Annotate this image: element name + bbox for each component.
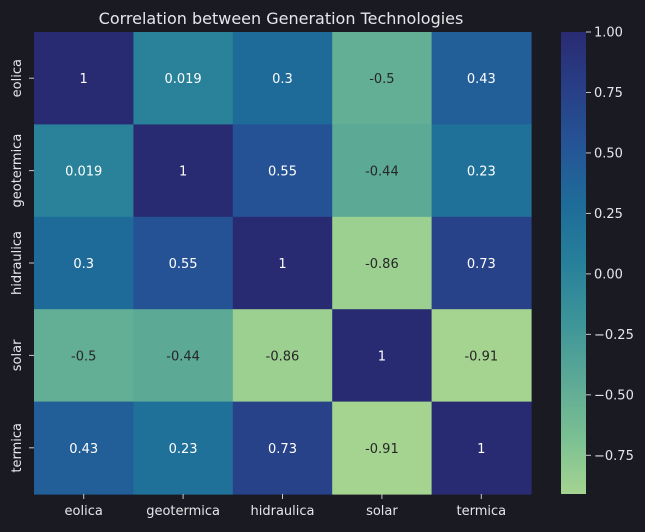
cell-value-label: 1 [378,349,386,364]
y-tick-label-geotermica: geotermica [10,134,25,208]
heatmap-cell-solar-termica [431,309,532,403]
heatmap-cell-eolica-eolica [34,32,134,125]
cell-value-label: 1 [80,72,88,87]
cell-value-label: -0.86 [365,257,399,272]
heatmap-cell-geotermica-geotermica [133,124,234,218]
x-tick-label-geotermica: geotermica [146,504,220,519]
x-tick-label-termica: termica [456,504,506,519]
x-tick-label-solar: solar [366,504,398,519]
colorbar-tick-label: 0.25 [594,207,623,222]
heatmap-cell-eolica-geotermica [133,32,234,125]
heatmap-cell-hidraulica-solar [332,216,433,310]
cell-value-label: 0.55 [169,257,198,272]
cell-value-label: -0.44 [365,165,399,180]
cell-value-label: 0.3 [73,257,94,272]
y-tick-label-termica: termica [10,423,25,473]
colorbar-tick-label: −0.75 [594,449,634,464]
heatmap-cell-geotermica-termica [431,124,532,218]
heatmap-cell-geotermica-solar [332,124,433,218]
cell-value-label: 0.73 [467,257,496,272]
cell-value-label: 0.73 [268,442,297,457]
y-axis: eolica geotermica hidraulica solar termica [10,59,34,473]
cell-value-label: 0.43 [467,72,496,87]
heatmap-cell-eolica-solar [332,32,433,125]
heatmap-cell-hidraulica-termica [431,216,532,310]
colorbar-gradient [561,32,586,494]
heatmap-cell-termica-eolica [34,401,134,495]
cell-value-label: 0.019 [65,165,102,180]
colorbar-tick-label: 0.50 [594,146,623,161]
heatmap-cell-hidraulica-eolica [34,216,134,310]
cell-value-label: 0.3 [272,72,293,87]
cell-value-label: 1 [278,257,286,272]
cell-value-label: 0.55 [268,165,297,180]
heatmap-cell-termica-geotermica [133,401,234,495]
cell-annotations: 1 0.019 0.3 -0.5 0.43 0.019 1 0.55 -0.44 0.23 0.3 0… [65,72,498,457]
cell-value-label: 0.019 [164,72,201,87]
chart-title: Correlation between Generation Technolog… [99,9,464,28]
cell-value-label: 1 [179,165,187,180]
cell-value-label: -0.5 [71,349,96,364]
x-axis: eolica geotermica hidraulica solar termica [65,494,506,519]
heatmap-cell-solar-geotermica [133,309,234,403]
cell-value-label: -0.91 [365,442,399,457]
y-tick-label-eolica: eolica [10,59,25,97]
colorbar-tick-label: 0.75 [594,86,623,101]
colorbar-tick-label: −0.25 [594,328,634,343]
x-tick-label-hidraulica: hidraulica [251,504,315,519]
colorbar-tick-label: 1.00 [594,26,623,41]
heatmap-cell-geotermica-hidraulica [232,124,333,218]
cell-value-label: -0.91 [464,349,498,364]
cell-value-label: 0.43 [69,442,98,457]
y-tick-label-solar: solar [10,339,25,371]
heatmap-cell-solar-solar [332,309,433,403]
heatmap-cell-geotermica-eolica [34,124,134,218]
heatmap-cell-solar-hidraulica [232,309,333,403]
heatmap-cell-hidraulica-hidraulica [232,216,333,310]
heatmap-cell-termica-hidraulica [232,401,333,495]
cell-value-label: -0.5 [369,72,394,87]
heatmap-cell-termica-solar [332,401,433,495]
cell-value-label: 0.23 [169,442,198,457]
colorbar-tick-label: −0.50 [594,388,634,403]
heatmap-cell-termica-termica [431,401,532,495]
cell-value-label: 1 [477,442,485,457]
y-tick-label-hidraulica: hidraulica [10,231,25,295]
heatmap-cell-solar-eolica [34,309,134,403]
cell-value-label: -0.86 [266,349,300,364]
heatmap-cell-eolica-hidraulica [232,32,333,125]
heatmap-cell-eolica-termica [431,32,532,125]
x-tick-label-eolica: eolica [65,504,103,519]
heatmap-cell-hidraulica-geotermica [133,216,234,310]
colorbar-tick-label: 0.00 [594,267,623,282]
cell-value-label: -0.44 [166,349,200,364]
colorbar: 1.00 0.75 0.50 0.25 0.00 −0.25 −0.50 −0.75 [561,26,634,494]
cell-value-label: 0.23 [467,165,496,180]
heatmap-cells [34,32,532,495]
